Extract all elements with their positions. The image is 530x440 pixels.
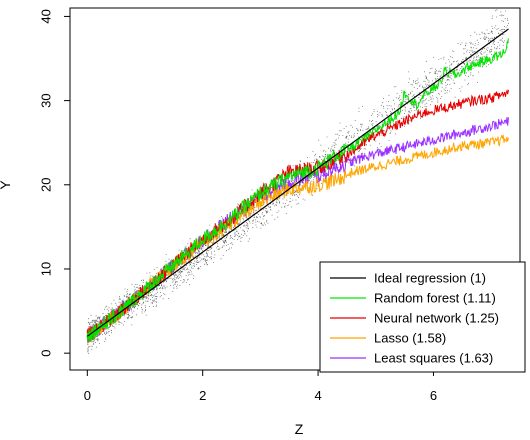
series-line-random-forest: [86, 38, 509, 343]
y-axis-label: Y: [0, 180, 13, 190]
legend-box: [319, 261, 526, 373]
y-tick-label: 30: [39, 93, 54, 107]
x-tick-label: 6: [430, 388, 437, 403]
series-line-ideal-regression: [86, 28, 509, 337]
y-tick-label: 20: [39, 178, 54, 192]
series-lines: [86, 28, 509, 343]
legend-label: Least squares (1.63): [374, 351, 493, 366]
x-axis-label: Z: [295, 421, 304, 437]
plot-box: [69, 7, 521, 371]
legend-label: Random forest (1.11): [374, 291, 496, 306]
x-tick-label: 0: [84, 388, 91, 403]
legend: Ideal regression (1) Random forest (1.11)…: [319, 261, 526, 373]
legend-label: Lasso (1.58): [374, 331, 446, 346]
x-tick-label: 2: [199, 388, 206, 403]
legend-label: Ideal regression (1): [374, 271, 486, 286]
y-tick-label: 40: [39, 9, 54, 23]
x-axis-ticks: 0 2 4 6: [84, 370, 437, 403]
y-axis-ticks: 0 10 20 30 40: [39, 9, 70, 357]
x-tick-label: 4: [314, 388, 321, 403]
y-tick-label: 10: [39, 262, 54, 276]
legend-label: Neural network (1.25): [374, 311, 499, 326]
y-tick-label: 0: [39, 350, 54, 357]
